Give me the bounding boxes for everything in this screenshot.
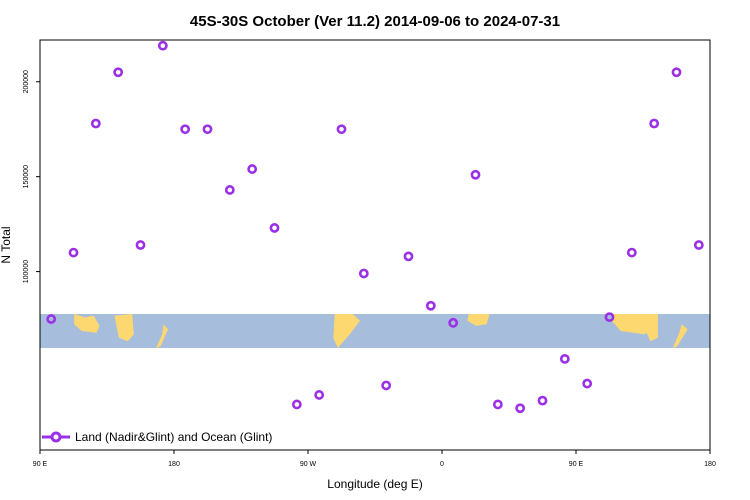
land-shape [467, 314, 490, 326]
plot-frame [39, 39, 711, 451]
x-axis-label: Longitude (deg E) [327, 477, 422, 491]
land-shape [333, 314, 361, 348]
data-point [358, 268, 369, 279]
land-shape [114, 314, 134, 342]
data-point [604, 312, 615, 323]
x-tick-label: 90 E [569, 461, 584, 468]
land-shapes [74, 314, 688, 348]
x-tick-label: 90 W [300, 461, 317, 468]
data-point [314, 390, 325, 400]
land-shape [672, 324, 688, 348]
data-point [649, 118, 660, 129]
data-point [515, 403, 526, 414]
data-point [671, 67, 682, 78]
y-axis-ticks: 100000 150000 200000 [23, 70, 40, 283]
y-tick-label: 100000 [23, 260, 30, 283]
legend-label: Land (Nadir&Glint) and Ocean (Glint) [75, 430, 272, 444]
ocean-band [40, 314, 710, 348]
data-point [135, 240, 146, 250]
data-point [537, 395, 548, 406]
data-point [403, 251, 414, 262]
x-tick-label: 0 [440, 461, 444, 468]
data-point [68, 247, 79, 258]
map-strip [40, 314, 710, 348]
data-point [381, 380, 392, 391]
data-point [113, 67, 124, 78]
data-point [448, 317, 459, 328]
x-tick-label: 180 [704, 461, 716, 468]
data-point [425, 300, 436, 311]
data-point [559, 353, 570, 364]
data-point [626, 247, 637, 258]
data-point [269, 223, 280, 233]
legend-marker [50, 431, 62, 443]
legend: Land (Nadir&Glint) and Ocean (Glint) [42, 430, 272, 444]
data-point [90, 118, 101, 129]
data-point [492, 399, 503, 410]
data-point [180, 124, 191, 135]
land-shape [74, 314, 100, 333]
data-points [46, 40, 704, 414]
y-axis-label: N Total [0, 226, 13, 263]
data-point [224, 185, 235, 195]
data-point [202, 124, 213, 135]
x-tick-label: 180 [168, 461, 180, 468]
x-tick-label: 90 E [33, 461, 48, 468]
data-point [247, 164, 258, 174]
data-point [336, 124, 347, 135]
x-axis-ticks: 90 E 180 90 W 0 90 E 180 [33, 450, 716, 468]
data-point [582, 378, 593, 389]
data-point [46, 314, 57, 324]
y-tick-label: 150000 [23, 165, 30, 188]
land-shape [156, 324, 168, 348]
data-point [470, 169, 481, 180]
chart-title: 45S-30S October (Ver 11.2) 2014-09-06 to… [190, 13, 560, 30]
land-shape [644, 314, 658, 342]
y-tick-label: 200000 [23, 70, 30, 93]
data-point [291, 399, 302, 410]
data-point [157, 40, 168, 51]
data-point [693, 240, 704, 250]
